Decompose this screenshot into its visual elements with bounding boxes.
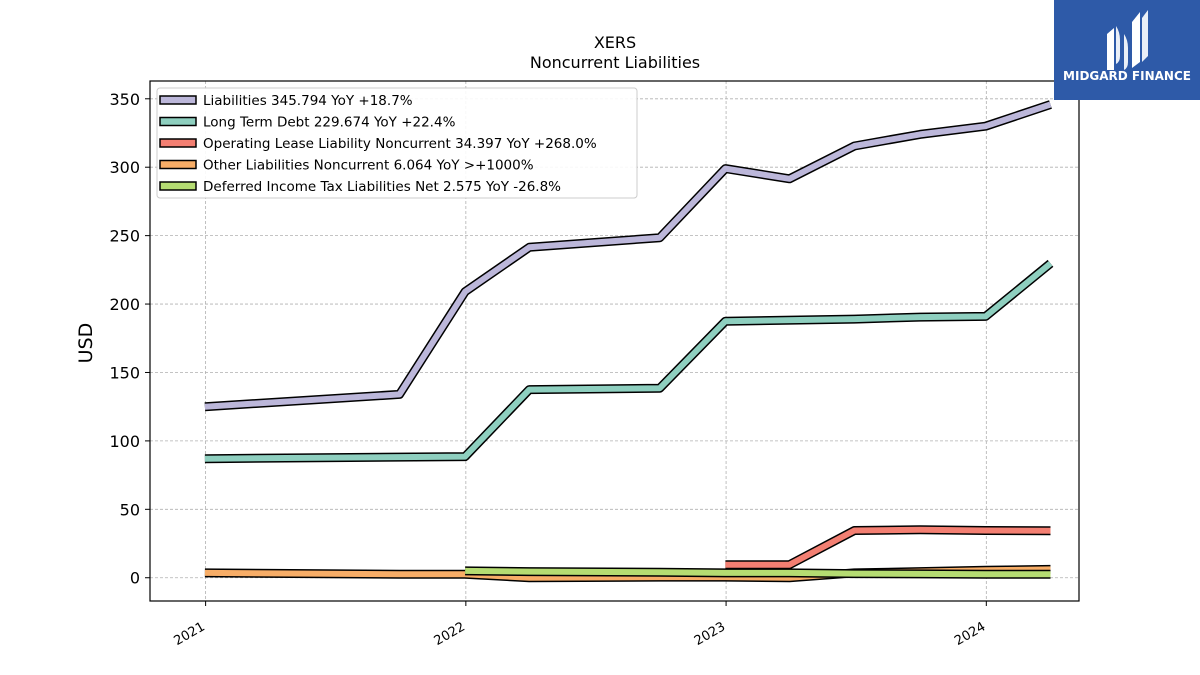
series-3: [725, 525, 1051, 570]
y-tick-label: 50: [120, 500, 140, 519]
logo-mark-icon: [1107, 10, 1148, 70]
legend: Liabilities 345.794 YoY +18.7% Long Term …: [156, 87, 638, 199]
legend-swatch: [159, 181, 197, 191]
series-5: [465, 566, 1051, 579]
legend-swatch: [159, 116, 197, 127]
x-tick-label: 2023: [692, 619, 728, 649]
brand-logo-graphic: MIDGARD FINANCE: [1054, 0, 1200, 100]
plot-frame: [149, 80, 1080, 602]
y-tick-label: 100: [109, 432, 140, 451]
legend-swatch: [159, 95, 197, 105]
series-line: [465, 567, 1051, 578]
series-line: [725, 526, 1051, 568]
y-tick-label: 250: [109, 227, 140, 246]
legend-entry: Operating Lease Liability Noncurrent 34.…: [203, 136, 597, 152]
series-2: [204, 259, 1054, 464]
legend-box: [156, 87, 638, 199]
series-line-outline: [204, 259, 1054, 464]
brand-logo: MIDGARD FINANCE: [1054, 0, 1200, 100]
x-tick-label: 2021: [171, 619, 207, 649]
legend-swatch: [159, 159, 197, 170]
x-tick-label: 2022: [432, 619, 468, 649]
legend-entry: Other Liabilities Noncurrent 6.064 YoY >…: [203, 158, 534, 174]
series-line-outline: [725, 525, 1051, 570]
series-line: [204, 261, 1053, 462]
legend-entry: Liabilities 345.794 YoY +18.7%: [203, 93, 413, 109]
y-tick-label: 150: [109, 363, 140, 382]
chart-title: XERS: [594, 33, 636, 52]
x-tick-label: 2024: [952, 619, 988, 649]
y-tick-label: 200: [109, 295, 140, 314]
series-line: [204, 101, 1052, 410]
chart-subtitle: Noncurrent Liabilities: [530, 53, 700, 72]
logo-text: MIDGARD FINANCE: [1063, 69, 1191, 83]
y-tick-label: 0: [130, 569, 140, 588]
y-axis-label: USD: [75, 323, 97, 364]
series-1: [204, 100, 1052, 412]
legend-entry: Deferred Income Tax Liabilities Net 2.57…: [203, 179, 561, 195]
y-tick-label: 300: [109, 158, 140, 177]
legend-swatch: [159, 138, 197, 148]
legend-entry: Long Term Debt 229.674 YoY +22.4%: [203, 115, 456, 131]
series-layer: [204, 100, 1054, 583]
y-tick-label: 350: [109, 90, 140, 109]
